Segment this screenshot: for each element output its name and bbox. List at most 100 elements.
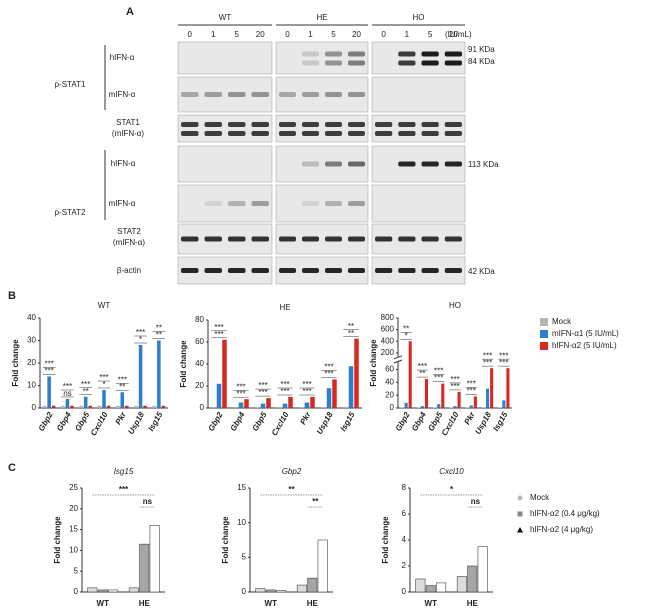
sig-label: ** [156, 331, 162, 340]
bar: hIFN-α2 (5 IU/mL) [506, 368, 510, 408]
y-tick-label: 25 [69, 483, 78, 492]
blot-band [279, 268, 296, 273]
blot-band [181, 122, 199, 127]
bar: mIFN-α1 (5 IU/mL) [157, 340, 161, 408]
sig-label: *** [324, 363, 333, 372]
y-tick-label: 40 [195, 359, 204, 368]
x-tick-label: Isg15 [339, 410, 357, 433]
unit-label: (IU/mL) [445, 30, 472, 39]
blot-band [398, 51, 416, 57]
group-label: WT [219, 13, 232, 22]
row-label: STAT2 [117, 227, 141, 236]
blot-band [204, 131, 222, 136]
blot-strip [371, 184, 466, 223]
dose-label: 20 [449, 30, 458, 39]
bar: hIFN-α2 (0.4 μg/kg) [307, 577, 318, 593]
dose-label: 1 [308, 30, 313, 39]
legend-label: Mock [552, 317, 572, 326]
blot-band [325, 122, 342, 127]
bar: mIFN-α1 (5 IU/mL) [238, 402, 244, 408]
blot-strip [177, 184, 273, 223]
dose-label: 20 [352, 30, 361, 39]
y-axis-label: Fold change [11, 339, 20, 387]
blot-band [302, 201, 319, 206]
blot-band [228, 122, 246, 127]
blot-band [251, 122, 269, 127]
sig-label: * [139, 335, 142, 344]
blot-band [444, 268, 462, 273]
row-label: hIFN-α [110, 53, 135, 62]
sig-label: *** [119, 485, 129, 494]
y-tick-label: 30 [27, 336, 36, 345]
x-tick-label: Gbp2 [37, 410, 55, 433]
blot-band [421, 60, 439, 66]
bar: mIFN-α1 (5 IU/mL) [420, 406, 424, 408]
bar: mIFN-α1 (5 IU/mL) [437, 404, 441, 408]
bar: mIFN-α1 (5 IU/mL) [326, 388, 332, 408]
bar: hIFN-α2 (5 IU/mL) [125, 405, 129, 408]
legend-marker [517, 527, 523, 533]
y-tick-label: 10 [27, 381, 36, 390]
y-tick-label: 40 [385, 377, 394, 386]
y-axis-label: Fold change [221, 516, 230, 564]
y-tick-label: 200 [381, 348, 395, 357]
dose-label: 0 [381, 30, 386, 39]
y-axis-label: Fold change [381, 516, 390, 564]
blot-band [181, 236, 199, 242]
sig-label: *** [324, 370, 333, 379]
sig-label: *** [44, 360, 53, 369]
x-tick-label: Gbp4 [410, 410, 428, 433]
size-label: 91 KDa [468, 45, 495, 54]
x-tick-label: Cxcl10 [440, 410, 461, 437]
bar: mIFN-α1 (5 IU/mL) [138, 345, 143, 408]
x-tick-label: Gbp2 [394, 410, 412, 433]
sig-label: * [450, 485, 454, 494]
legend-swatch [540, 318, 548, 326]
blot-band [325, 236, 342, 242]
blot-band [398, 161, 416, 167]
bar: hIFN-α2 (4 μg/kg) [108, 589, 119, 593]
x-tick-label: Cxcl10 [89, 410, 110, 437]
blot-band [421, 51, 439, 57]
bar: hIFN-α2 (4 μg/kg) [436, 582, 447, 593]
bar: mIFN-α1 (5 IU/mL) [304, 402, 310, 408]
bar: mIFN-α1 (5 IU/mL) [502, 400, 506, 408]
x-tick-label: HE [307, 599, 319, 608]
sig-label: *** [99, 373, 108, 382]
y-tick-label: 10 [237, 518, 246, 527]
dose-label: 1 [211, 30, 216, 39]
bar: hIFN-α2 (5 IU/mL) [473, 396, 477, 408]
blot-band [398, 268, 416, 273]
group-label: HE [316, 13, 327, 22]
bar: mIFN-α1 (5 IU/mL) [47, 376, 51, 408]
chart-title: Cxcl10 [439, 467, 464, 476]
blot-band [325, 51, 342, 57]
blot-strip [177, 41, 273, 75]
blot-band [348, 131, 365, 136]
blot-strip [371, 76, 466, 113]
y-tick-label: 8 [402, 483, 407, 492]
bar: hIFN-α2 (0.4 μg/kg) [265, 589, 276, 593]
dose-label: 5 [235, 30, 240, 39]
bar: hIFN-α2 (5 IU/mL) [441, 383, 445, 408]
sig-label: ** [403, 324, 409, 333]
row-label: β-actin [117, 266, 141, 275]
bar: Mock [415, 578, 426, 593]
bar: mIFN-α1 (5 IU/mL) [404, 402, 408, 408]
y-axis-label: Fold change [53, 516, 62, 564]
bar: mIFN-α1 (5 IU/mL) [348, 366, 354, 408]
row-label: mIFN-α [109, 90, 136, 99]
sig-label: *** [280, 380, 289, 389]
bar: hIFN-α2 (0.4 μg/kg) [467, 565, 478, 593]
blot-band [375, 131, 393, 136]
blot-band [204, 236, 222, 242]
axis-break [393, 355, 403, 360]
blot-band [325, 201, 342, 206]
bar: Mock [465, 407, 469, 408]
blot-band [348, 161, 365, 167]
blot-band [421, 131, 439, 136]
y-tick-label: 0 [402, 587, 407, 596]
y-tick-label: 20 [385, 390, 394, 399]
y-tick-label: 40 [27, 313, 36, 322]
blot-band [375, 122, 393, 127]
